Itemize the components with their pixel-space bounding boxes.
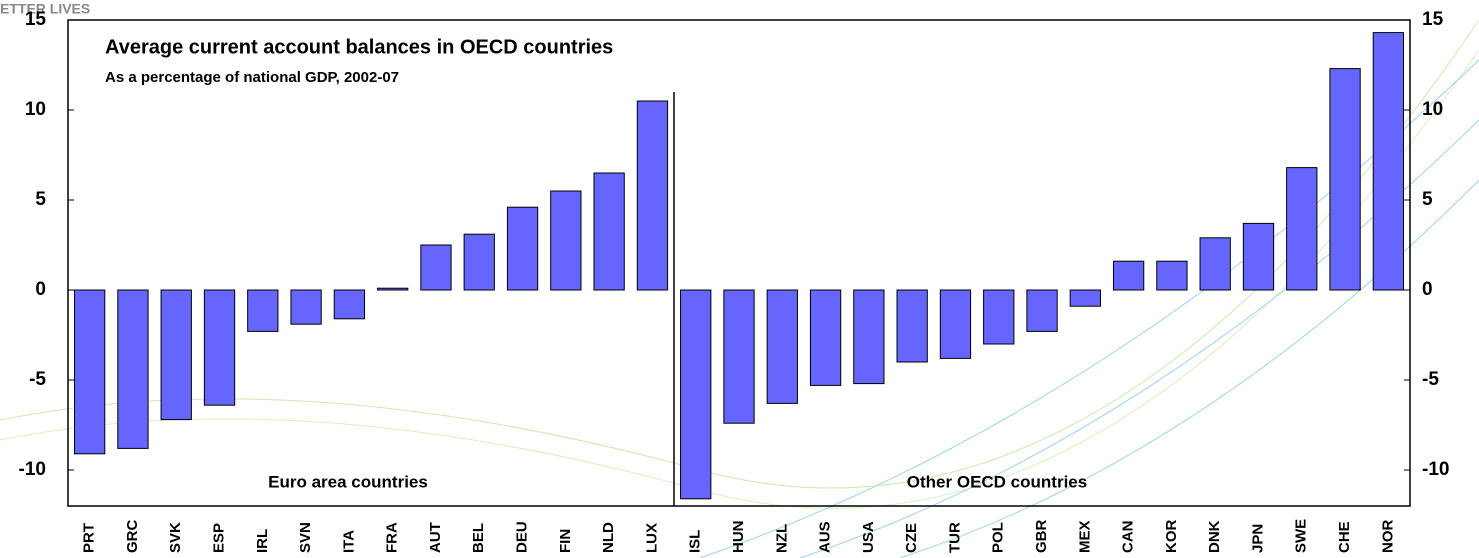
- bar: [333, 289, 366, 320]
- x-tick-label: POL: [990, 522, 1007, 553]
- logo-text: ETTER LIVES: [0, 1, 90, 17]
- x-tick-label: ISL: [687, 530, 704, 553]
- y-tick-label: 0: [35, 279, 46, 300]
- deco-curve: [699, 59, 1479, 558]
- bar: [853, 289, 885, 385]
- bar: [896, 289, 928, 363]
- y2-tick-label: -10: [1422, 459, 1449, 480]
- x-tick-label: AUT: [427, 522, 444, 553]
- bar: [117, 289, 149, 449]
- bar: [1242, 222, 1275, 291]
- x-tick-label: FRA: [384, 522, 401, 553]
- chart-title: Average current account balances in OECD…: [105, 36, 613, 58]
- bar: [983, 289, 1015, 345]
- y2-tick-label: 10: [1422, 99, 1443, 120]
- bar: [939, 289, 972, 359]
- y-tick-label: -10: [19, 459, 46, 480]
- deco-curve: [0, 49, 1479, 509]
- bar: [636, 100, 669, 291]
- y2-tick-label: -5: [1422, 369, 1439, 390]
- x-tick-label: DEU: [514, 521, 531, 553]
- x-tick-label: NZL: [773, 524, 790, 553]
- bar: [463, 233, 495, 291]
- x-tick-label: KOR: [1163, 520, 1180, 554]
- x-tick-label: HUN: [730, 521, 747, 554]
- y2-tick-label: 0: [1422, 279, 1433, 300]
- y-tick-label: 10: [25, 99, 46, 120]
- bar: [290, 289, 322, 325]
- x-tick-label: CAN: [1120, 521, 1137, 554]
- x-tick-label: IRL: [254, 529, 271, 553]
- bar: [247, 289, 279, 332]
- bar: [1372, 32, 1405, 291]
- x-tick-label: ESP: [210, 523, 227, 553]
- x-tick-label: GBR: [1033, 520, 1050, 554]
- x-tick-label: GRC: [124, 520, 141, 554]
- bar: [1156, 260, 1188, 291]
- bar: [1112, 260, 1145, 291]
- bar: [73, 289, 106, 455]
- x-tick-label: USA: [860, 521, 877, 553]
- x-tick-label: PRT: [81, 523, 98, 553]
- x-tick-label: MEX: [1076, 520, 1093, 553]
- x-tick-label: CHE: [1336, 521, 1353, 553]
- annotation: Other OECD countries: [907, 472, 1087, 491]
- bar: [160, 289, 192, 421]
- bar: [1329, 68, 1361, 291]
- x-tick-label: FIN: [557, 529, 574, 553]
- bar: [377, 287, 409, 291]
- bar: [1199, 237, 1231, 291]
- bar: [809, 289, 842, 386]
- chart-subtitle: As a percentage of national GDP, 2002-07: [105, 69, 399, 86]
- bar: [550, 190, 582, 291]
- bar: [723, 289, 755, 424]
- x-tick-label: JPN: [1249, 524, 1266, 553]
- y-tick-label: 5: [35, 189, 46, 210]
- x-tick-label: NOR: [1379, 520, 1396, 554]
- bar: [1069, 289, 1101, 307]
- x-tick-label: AUS: [817, 521, 834, 553]
- x-tick-label: SVK: [167, 522, 184, 553]
- y-tick-label: -5: [29, 369, 46, 390]
- y2-tick-label: 5: [1422, 189, 1433, 210]
- x-tick-label: SVN: [297, 522, 314, 553]
- y2-tick-label: 15: [1422, 9, 1444, 30]
- bar: [203, 289, 236, 406]
- bar: [680, 289, 712, 500]
- plot-frame: [67, 19, 1411, 507]
- bar: [593, 172, 625, 291]
- x-tick-label: NLD: [600, 522, 617, 553]
- x-tick-label: ITA: [340, 530, 357, 553]
- x-tick-label: BEL: [470, 523, 487, 553]
- annotation: Euro area countries: [268, 472, 428, 491]
- bar: [506, 206, 539, 291]
- x-tick-label: CZE: [903, 523, 920, 553]
- x-tick-label: SWE: [1293, 519, 1310, 553]
- bar: [420, 244, 452, 291]
- x-tick-label: LUX: [643, 523, 660, 553]
- bar: [1286, 167, 1318, 291]
- bar: [1026, 289, 1058, 332]
- bar: [766, 289, 798, 404]
- x-tick-label: DNK: [1206, 520, 1223, 553]
- x-tick-label: TUR: [946, 522, 963, 553]
- y-tick-label: 15: [25, 9, 47, 30]
